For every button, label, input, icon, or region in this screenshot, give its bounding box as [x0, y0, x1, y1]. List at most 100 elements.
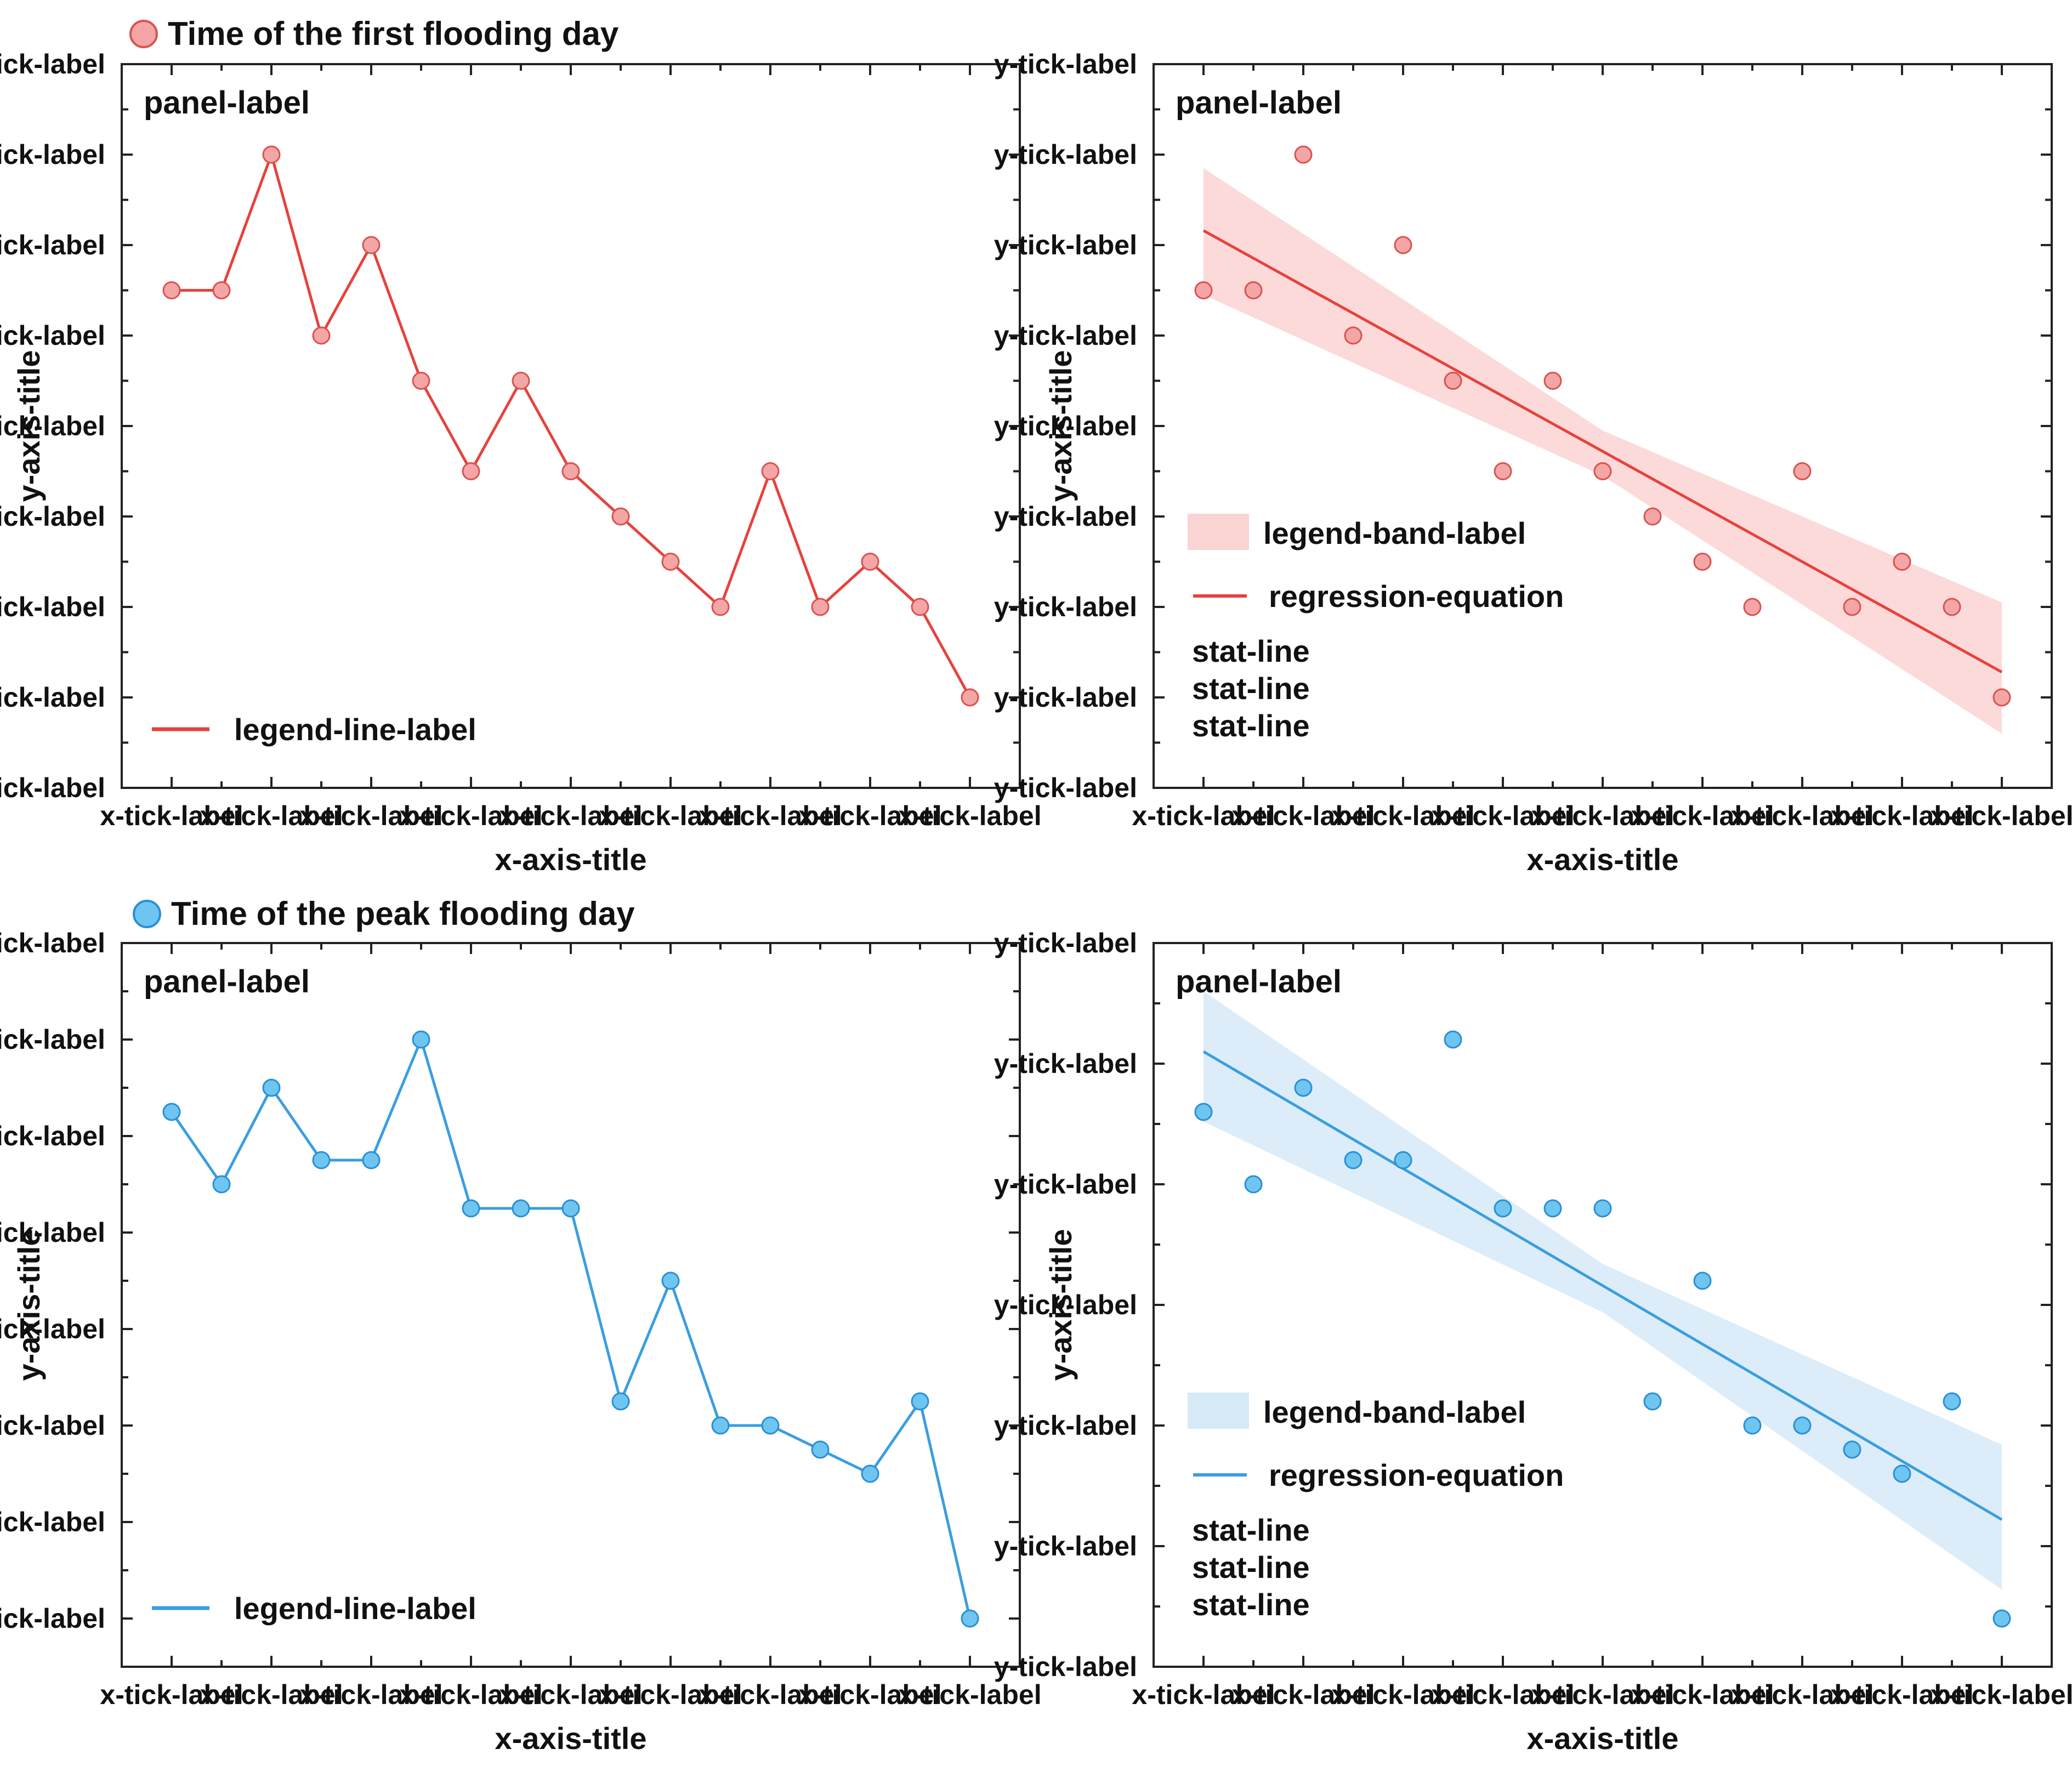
data-point	[312, 326, 331, 345]
data-point	[1843, 598, 1861, 616]
125: y-tick-label	[994, 1290, 1137, 1320]
122: y-tick-label	[0, 139, 105, 170]
2020: x-tick-label	[1730, 800, 1874, 831]
data-point	[861, 1464, 879, 1483]
2008: x-tick-label	[100, 1679, 243, 1710]
120: y-tick-label	[0, 230, 105, 260]
data-point	[1643, 507, 1662, 526]
plot-frame	[121, 942, 1021, 1668]
108: y-tick-label	[994, 773, 1137, 803]
data-point	[1244, 1175, 1263, 1194]
2024: x-tick-label	[898, 1679, 1041, 1710]
2008: x-tick-label	[1132, 800, 1275, 831]
2022: x-tick-label	[798, 1679, 941, 1710]
2014: x-tick-label	[399, 1679, 542, 1710]
data-point	[861, 553, 879, 571]
data-point	[1693, 553, 1712, 571]
(a): panel-label	[144, 85, 310, 121]
header-marker-first	[129, 20, 158, 48]
110: y-tick-label	[994, 682, 1137, 713]
data-point	[1992, 1609, 2011, 1628]
132: y-tick-label	[0, 1121, 105, 1151]
FFD change polyline: legend-line-label	[234, 712, 476, 747]
122: y-tick-label	[994, 139, 1137, 170]
data-line	[172, 150, 972, 699]
Day of year: y-axis-title	[1043, 1229, 1078, 1381]
(b): panel-label	[1176, 85, 1342, 121]
data-point	[1943, 598, 1961, 616]
data-point	[1593, 1199, 1612, 1218]
130: y-tick-label	[994, 1169, 1137, 1200]
data-point	[561, 1199, 580, 1218]
regression-line	[1202, 1050, 2003, 1521]
P < 0.001: stat-line	[1192, 708, 1310, 743]
P < 0.001: stat-line	[1192, 1587, 1310, 1622]
data-point	[162, 281, 181, 299]
data-point	[611, 507, 630, 526]
120: y-tick-label	[0, 1410, 105, 1441]
header-first-flooding: Time of the first flooding day	[129, 15, 619, 52]
data-point	[1344, 326, 1363, 345]
2010: x-tick-label	[1231, 1679, 1375, 1710]
data-point	[1843, 1440, 1861, 1459]
data-point	[1394, 1151, 1412, 1169]
data-point	[661, 1271, 680, 1290]
data-point	[561, 462, 580, 480]
data-point	[911, 598, 929, 616]
data-point	[462, 1199, 480, 1218]
(c): panel-label	[144, 964, 310, 1000]
data-point	[1294, 145, 1313, 164]
95% confidence interval: legend-band-label	[1263, 516, 1526, 550]
140: y-tick-label	[994, 928, 1137, 958]
legend-band-swatch	[1188, 1393, 1249, 1429]
2024: x-tick-label	[1930, 1679, 2072, 1710]
2014: x-tick-label	[1431, 800, 1574, 831]
data-point	[212, 1175, 231, 1194]
panel-d-chart: x-tick-labelx-tick-labelx-tick-labelx-ti…	[994, 928, 2072, 1756]
data-point	[312, 1151, 331, 1169]
data-point	[1793, 1416, 1812, 1435]
Day of year: y-axis-title	[12, 350, 46, 502]
2010: x-tick-label	[1231, 800, 1375, 831]
data-point	[1543, 372, 1562, 390]
112: y-tick-label	[0, 592, 105, 622]
data-point	[1194, 281, 1213, 299]
data-point	[1643, 1392, 1662, 1411]
2016: x-tick-label	[499, 800, 642, 831]
135: y-tick-label	[994, 1048, 1137, 1079]
PFD change polyline: legend-line-label	[234, 1591, 476, 1626]
panel-c-chart: x-tick-labelx-tick-labelx-tick-labelx-ti…	[0, 928, 1042, 1756]
data-point	[462, 462, 480, 480]
2018: x-tick-label	[599, 1679, 742, 1710]
2008: x-tick-label	[1132, 1679, 1275, 1710]
Y = −1.21X + 2561.82: regression-equation	[1269, 1458, 1564, 1492]
2018: x-tick-label	[1631, 1679, 1774, 1710]
2022: x-tick-label	[1830, 1679, 1973, 1710]
Year: x-axis-title	[495, 842, 647, 877]
data-point	[1244, 281, 1263, 299]
2014: x-tick-label	[399, 800, 542, 831]
data-point	[1743, 1416, 1762, 1435]
data-point	[1593, 462, 1612, 480]
R-Square = 0.83: stat-line	[1192, 1550, 1310, 1585]
data-point	[1394, 236, 1412, 254]
Day of year: y-axis-title	[1043, 350, 1078, 502]
124: y-tick-label	[0, 1314, 105, 1344]
data-point	[711, 1416, 730, 1435]
header-first-label: Time of the first flooding day	[168, 15, 619, 52]
2016: x-tick-label	[499, 1679, 642, 1710]
data-point	[611, 1392, 630, 1411]
118: y-tick-label	[0, 320, 105, 351]
112: y-tick-label	[994, 592, 1137, 622]
114: y-tick-label	[994, 501, 1137, 532]
2012: x-tick-label	[299, 800, 442, 831]
2010: x-tick-label	[200, 800, 343, 831]
2012: x-tick-label	[1331, 800, 1474, 831]
2016: x-tick-label	[1531, 800, 1674, 831]
data-point	[961, 688, 979, 707]
data-point	[711, 598, 730, 616]
136: y-tick-label	[0, 1024, 105, 1055]
data-point	[362, 236, 381, 254]
header-peak-flooding: Time of the peak flooding day	[133, 895, 635, 932]
